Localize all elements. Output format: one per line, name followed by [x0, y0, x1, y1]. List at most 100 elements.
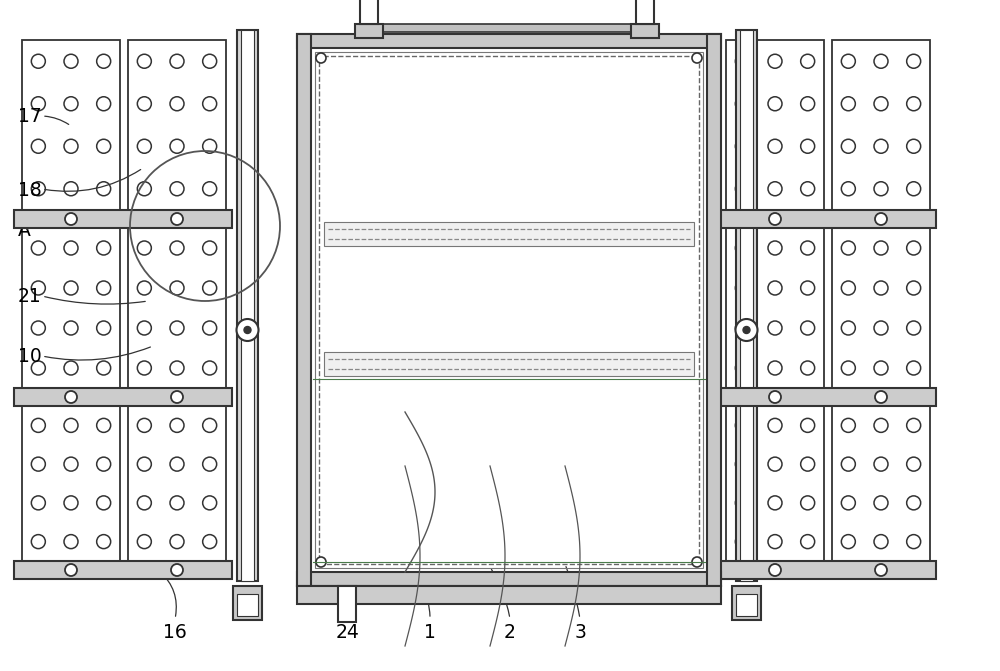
Circle shape: [907, 361, 921, 375]
Circle shape: [769, 213, 781, 225]
Circle shape: [841, 361, 855, 375]
Circle shape: [203, 361, 217, 375]
Circle shape: [97, 140, 111, 153]
Circle shape: [170, 419, 184, 432]
Circle shape: [31, 97, 45, 111]
Bar: [128, 228, 226, 388]
Circle shape: [907, 457, 921, 471]
Circle shape: [170, 321, 184, 335]
Circle shape: [64, 535, 78, 549]
Circle shape: [768, 140, 782, 153]
Circle shape: [31, 281, 45, 295]
Bar: [128, 40, 226, 210]
Circle shape: [692, 557, 702, 567]
Circle shape: [137, 361, 151, 375]
Bar: [383, 24, 631, 32]
Bar: [233, 586, 262, 620]
Circle shape: [97, 361, 111, 375]
Bar: [237, 594, 258, 616]
Circle shape: [31, 54, 45, 68]
Circle shape: [801, 535, 815, 549]
Circle shape: [801, 140, 815, 153]
Circle shape: [97, 241, 111, 255]
Circle shape: [841, 97, 855, 111]
Circle shape: [841, 321, 855, 335]
Circle shape: [735, 97, 749, 111]
Circle shape: [137, 54, 151, 68]
Circle shape: [874, 281, 888, 295]
Circle shape: [65, 213, 77, 225]
Circle shape: [907, 419, 921, 432]
Circle shape: [237, 319, 258, 341]
Circle shape: [874, 140, 888, 153]
Circle shape: [907, 182, 921, 196]
Circle shape: [768, 419, 782, 432]
Circle shape: [203, 182, 217, 196]
Circle shape: [137, 419, 151, 432]
Bar: [297, 34, 721, 48]
Text: 1: 1: [424, 623, 436, 643]
Circle shape: [97, 535, 111, 549]
Circle shape: [203, 457, 217, 471]
Bar: [832, 228, 930, 388]
Circle shape: [137, 97, 151, 111]
Bar: [740, 30, 753, 581]
Circle shape: [203, 54, 217, 68]
Text: 3: 3: [574, 623, 586, 643]
Circle shape: [736, 319, 758, 341]
Circle shape: [769, 391, 781, 403]
Circle shape: [907, 321, 921, 335]
Circle shape: [137, 496, 151, 510]
Bar: [631, 24, 659, 38]
Circle shape: [768, 241, 782, 255]
Circle shape: [768, 321, 782, 335]
Circle shape: [170, 535, 184, 549]
Circle shape: [841, 535, 855, 549]
Circle shape: [801, 457, 815, 471]
Circle shape: [801, 281, 815, 295]
Bar: [128, 406, 226, 561]
Circle shape: [801, 496, 815, 510]
Bar: [14, 210, 232, 228]
Circle shape: [841, 182, 855, 196]
Circle shape: [769, 564, 781, 576]
Circle shape: [841, 140, 855, 153]
Circle shape: [31, 182, 45, 196]
Circle shape: [768, 535, 782, 549]
Circle shape: [137, 535, 151, 549]
Circle shape: [874, 321, 888, 335]
Text: 16: 16: [163, 623, 187, 643]
Circle shape: [64, 182, 78, 196]
Circle shape: [735, 535, 749, 549]
Bar: [297, 586, 721, 604]
Text: 2: 2: [504, 623, 516, 643]
Circle shape: [31, 419, 45, 432]
Circle shape: [874, 496, 888, 510]
Circle shape: [65, 564, 77, 576]
Text: 17: 17: [18, 107, 42, 125]
Text: 18: 18: [18, 181, 42, 201]
Circle shape: [137, 281, 151, 295]
Circle shape: [801, 321, 815, 335]
Circle shape: [244, 327, 251, 333]
Bar: [636, 0, 654, 24]
Text: A: A: [18, 221, 31, 240]
Circle shape: [170, 457, 184, 471]
Circle shape: [768, 182, 782, 196]
Circle shape: [31, 535, 45, 549]
Circle shape: [203, 241, 217, 255]
Circle shape: [907, 241, 921, 255]
Circle shape: [97, 321, 111, 335]
Bar: [707, 34, 721, 586]
Circle shape: [735, 54, 749, 68]
Circle shape: [841, 457, 855, 471]
Circle shape: [97, 182, 111, 196]
Circle shape: [137, 241, 151, 255]
Circle shape: [907, 496, 921, 510]
Circle shape: [137, 457, 151, 471]
Circle shape: [203, 321, 217, 335]
Circle shape: [31, 457, 45, 471]
Circle shape: [801, 182, 815, 196]
Circle shape: [64, 361, 78, 375]
Circle shape: [316, 557, 326, 567]
